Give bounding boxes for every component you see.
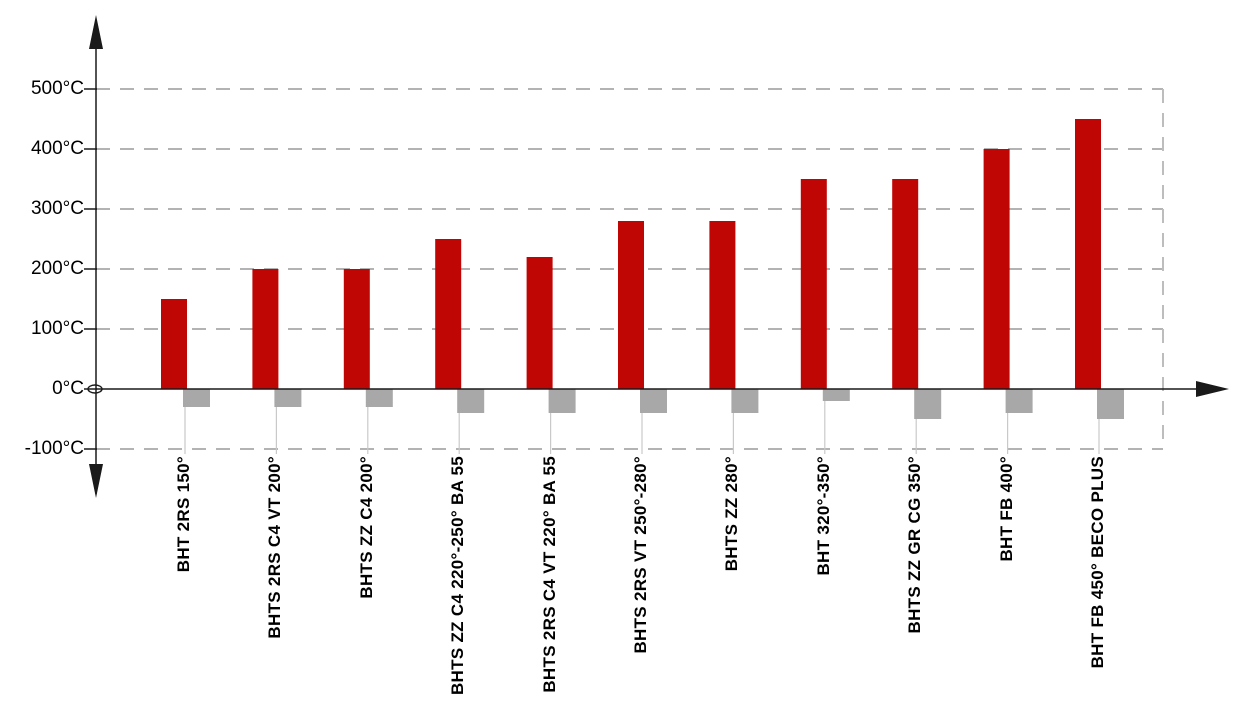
min-temp-bar <box>640 389 667 413</box>
y-axis-label: 100°C <box>30 318 84 339</box>
min-temp-bar <box>914 389 942 419</box>
max-temp-bar <box>161 299 187 389</box>
y-axis-label: 300°C <box>30 198 84 219</box>
category-label: BHTS 2RS VT 250°-280° <box>631 456 650 654</box>
category-label: BHT 2RS 150° <box>174 456 193 573</box>
max-temp-bar <box>1075 119 1101 389</box>
max-temp-bar <box>892 179 919 389</box>
category-label: BHT FB 400° <box>996 456 1016 562</box>
max-temp-bar <box>343 269 370 389</box>
max-temp-bar <box>435 239 462 389</box>
category-label: BHTS 2RS C4 VT 200° <box>265 456 285 639</box>
min-temp-bar <box>548 389 576 413</box>
category-label: BHT FB 450° BECO PLUS <box>1088 456 1107 669</box>
max-temp-bar <box>252 269 279 389</box>
min-temp-bar <box>822 389 850 401</box>
y-axis-label: -100°C <box>24 438 84 459</box>
y-axis-label: 200°C <box>30 258 84 279</box>
max-temp-bar <box>709 221 736 389</box>
max-temp-bar <box>800 179 827 389</box>
min-temp-bar <box>1005 389 1033 413</box>
min-temp-bar <box>731 389 759 413</box>
category-label: BHTS ZZ C4 200° <box>356 456 376 599</box>
min-temp-bar <box>365 389 393 407</box>
category-label: BHTS 2RS C4 VT 220° BA 55 <box>539 456 559 693</box>
y-axis-label: 0°C <box>52 378 84 399</box>
category-label: BHT 320°-350° <box>813 456 833 576</box>
max-temp-bar <box>526 257 553 389</box>
category-label: BHTS ZZ C4 220°-250° BA 55 <box>448 456 468 696</box>
y-axis-arrow-down-icon <box>89 464 103 498</box>
x-axis-arrow-right-icon <box>1196 381 1229 397</box>
min-temp-bar <box>274 389 302 407</box>
y-axis-label: 500°C <box>30 78 84 99</box>
y-axis-label: 400°C <box>30 138 84 159</box>
max-temp-bar <box>618 221 644 389</box>
category-label: BHTS ZZ GR CG 350° <box>905 456 925 634</box>
min-temp-bar <box>457 389 485 413</box>
min-temp-bar <box>1097 389 1124 419</box>
y-axis-arrow-up-icon <box>89 15 103 49</box>
origin-marker-icon <box>87 384 103 394</box>
max-temp-bar <box>983 149 1010 389</box>
min-temp-bar <box>183 389 210 407</box>
category-label: BHTS ZZ 280° <box>722 456 742 572</box>
